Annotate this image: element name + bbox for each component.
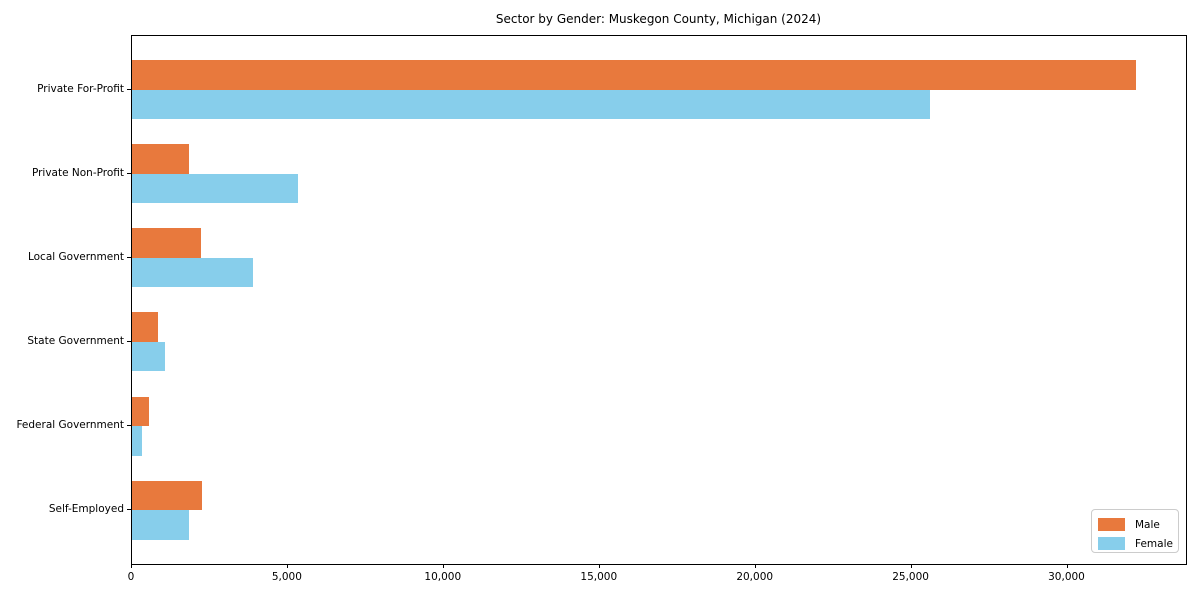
y-tick-mark [127, 509, 131, 511]
bar-female-private-non-profit [132, 173, 299, 204]
legend-swatch-male [1098, 518, 1125, 531]
chart-title: Sector by Gender: Muskegon County, Michi… [495, 12, 822, 26]
y-tick-label-state-government: State Government [27, 334, 124, 347]
y-tick-mark [127, 88, 131, 90]
legend-label-male: Male [1135, 518, 1160, 531]
bar-male-private-non-profit [132, 144, 190, 174]
legend-label-female: Female [1135, 537, 1173, 550]
x-tick-label-25000: 25,000 [892, 571, 929, 583]
bar-male-self-employed [132, 480, 202, 511]
legend-item-male: Male [1098, 517, 1178, 532]
x-tick-label-15000: 15,000 [580, 571, 618, 583]
x-tick-mark [442, 564, 444, 568]
y-tick-label-federal-government: Federal Government [16, 419, 124, 431]
y-tick-mark [127, 340, 131, 342]
plot-area [131, 35, 1187, 565]
x-tick-mark [598, 564, 600, 568]
x-tick-label-5000: 5,000 [271, 571, 302, 583]
x-tick-mark [1066, 564, 1068, 568]
x-tick-mark [754, 564, 756, 568]
x-tick-label-10000: 10,000 [424, 571, 462, 583]
legend: Male Female [1091, 509, 1179, 553]
x-tick-mark [131, 564, 132, 568]
y-tick-label-private-for-profit: Private For-Profit [37, 82, 124, 95]
y-tick-label-private-non-profit: Private Non-Profit [31, 166, 124, 179]
y-tick-label-self-employed: Self-Employed [48, 503, 124, 516]
legend-item-female: Female [1098, 536, 1178, 551]
x-tick-label-0: 0 [127, 571, 135, 583]
bar-female-local-government [132, 257, 253, 288]
x-tick-label-30000: 30,000 [1048, 571, 1085, 583]
x-tick-mark [286, 564, 288, 568]
y-tick-mark [127, 256, 131, 258]
legend-swatch-female [1098, 537, 1125, 550]
y-tick-label-local-government: Local Government [27, 250, 124, 263]
bar-male-local-government [132, 228, 201, 258]
y-tick-mark [127, 425, 131, 426]
x-tick-label-20000: 20,000 [736, 571, 774, 583]
bar-female-state-government [132, 341, 166, 372]
y-tick-mark [127, 172, 131, 174]
bar-female-self-employed [132, 510, 189, 540]
bar-male-state-government [132, 312, 158, 342]
bar-female-private-for-profit [132, 89, 931, 120]
bar-female-federal-government [132, 426, 142, 456]
bar-male-federal-government [132, 396, 150, 426]
bar-male-private-for-profit [132, 60, 1137, 90]
x-tick-mark [910, 564, 912, 568]
